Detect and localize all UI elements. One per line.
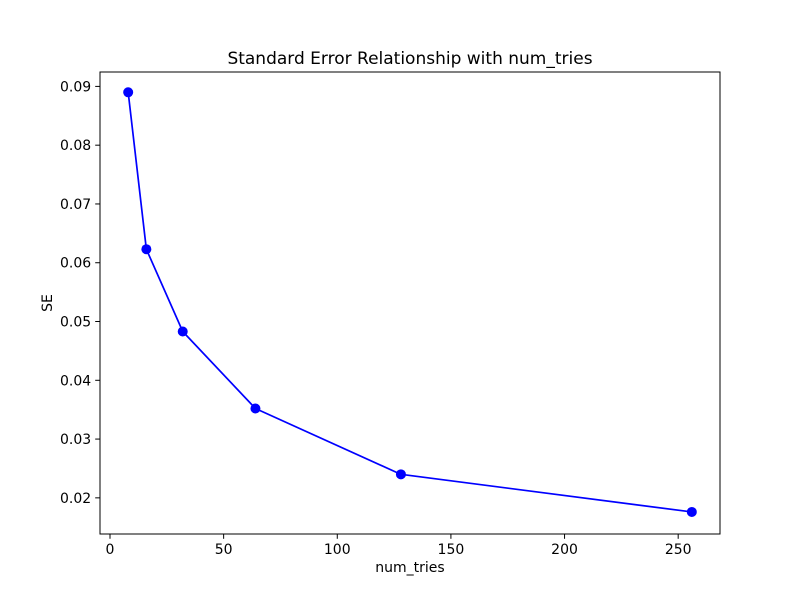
y-axis-label: SE — [40, 294, 56, 312]
y-tick-label: 0.05 — [60, 315, 91, 331]
data-point-marker — [395, 469, 406, 480]
y-tick-label: 0.06 — [60, 256, 91, 272]
y-tick-label: 0.03 — [60, 432, 91, 448]
plot-area — [99, 71, 721, 535]
x-tick-label: 150 — [438, 542, 465, 558]
series-line — [127, 91, 693, 513]
data-point-marker — [141, 244, 152, 255]
chart-title: Standard Error Relationship with num_tri… — [227, 49, 592, 69]
y-tick-label: 0.02 — [60, 491, 91, 507]
x-tick-label: 250 — [665, 542, 692, 558]
x-tick-label: 0 — [106, 542, 115, 558]
x-tick-label: 50 — [215, 542, 233, 558]
y-tick-label: 0.07 — [60, 197, 91, 213]
x-axis-ticks: 0 50 100 150 200 250 — [106, 534, 692, 558]
data-point-marker — [686, 506, 697, 517]
data-point-marker — [177, 326, 188, 337]
y-tick-label: 0.09 — [60, 79, 91, 95]
x-tick-label: 100 — [324, 542, 351, 558]
y-axis-ticks: 0.02 0.03 0.04 0.05 0.06 0.07 0.08 0.09 — [60, 79, 100, 507]
x-tick-label: 200 — [551, 542, 578, 558]
y-tick-label: 0.04 — [60, 373, 91, 389]
data-point-marker — [250, 403, 261, 414]
data-series — [123, 87, 697, 517]
x-axis-label: num_tries — [375, 560, 444, 576]
data-point-marker — [123, 87, 134, 98]
y-tick-label: 0.08 — [60, 138, 91, 154]
